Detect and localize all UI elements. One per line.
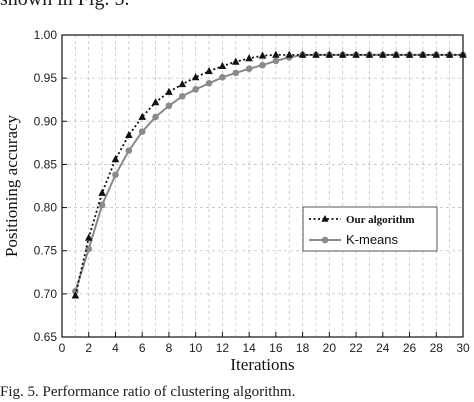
- legend-marker-triangle: [321, 215, 329, 222]
- data-point-our-algorithm: [312, 50, 320, 58]
- data-point-our-algorithm: [285, 50, 294, 58]
- legend-label-k-means: K-means: [346, 232, 399, 247]
- preceding-text: shown in Fig. 5.: [0, 0, 129, 11]
- x-tick-label: 2: [85, 341, 92, 355]
- x-tick-label: 28: [430, 341, 444, 355]
- data-point-k-means: [152, 113, 159, 121]
- gridlines: [62, 35, 463, 337]
- data-point-our-algorithm: [205, 67, 213, 75]
- series-line-our-algorithm: [74, 53, 463, 296]
- x-tick-label: 30: [456, 341, 470, 355]
- data-point-our-algorithm: [125, 130, 133, 139]
- x-tick-label: 20: [323, 341, 337, 355]
- data-point-our-algorithm: [419, 50, 427, 58]
- data-point-our-algorithm: [459, 50, 467, 58]
- y-tick-label: 0.90: [34, 114, 58, 128]
- y-tick-label: 1.00: [34, 28, 58, 42]
- x-tick-label: 10: [189, 341, 203, 355]
- data-point-our-algorithm: [392, 50, 400, 58]
- data-point-our-algorithm: [298, 50, 307, 58]
- data-point-k-means: [179, 92, 186, 100]
- series-layer: [71, 50, 467, 299]
- data-point-our-algorithm: [71, 291, 80, 299]
- x-tick-label: 24: [376, 341, 390, 355]
- series-line-k-means: [74, 53, 463, 292]
- x-tick-label: 6: [139, 341, 146, 355]
- data-point-our-algorithm: [325, 50, 334, 58]
- axis-ticks: 0.650.700.750.800.850.900.951.000 2 4 6 8 10 1…: [34, 28, 470, 355]
- y-tick-label: 0.85: [34, 157, 58, 171]
- data-point-our-algorithm: [111, 155, 120, 163]
- x-axis-title: Iterations: [230, 355, 294, 374]
- data-point-k-means: [259, 61, 266, 69]
- legend-marker-circle: [321, 236, 329, 244]
- x-tick-label: 8: [166, 341, 173, 355]
- data-point-our-algorithm: [272, 50, 280, 58]
- x-tick-label: 18: [296, 341, 310, 355]
- data-point-our-algorithm: [191, 73, 200, 81]
- data-point-our-algorithm: [151, 98, 160, 106]
- data-point-our-algorithm: [352, 50, 360, 58]
- y-tick-label: 0.75: [34, 244, 58, 258]
- legend-label-our-algorithm: Our algorithm: [346, 214, 415, 226]
- legend-box: [302, 206, 438, 252]
- data-point-k-means: [219, 73, 226, 81]
- y-tick-label: 0.65: [34, 330, 58, 344]
- data-point-our-algorithm: [165, 87, 173, 95]
- y-tick-label: 0.95: [34, 71, 58, 85]
- data-point-our-algorithm: [218, 61, 227, 70]
- data-point-our-algorithm: [258, 51, 267, 59]
- data-point-k-means: [192, 86, 199, 93]
- data-point-k-means: [112, 171, 119, 179]
- data-point-our-algorithm: [338, 50, 347, 58]
- y-axis-title: Positioning accuracy: [2, 114, 21, 257]
- data-point-our-algorithm: [432, 50, 441, 58]
- x-tick-label: 26: [403, 341, 417, 355]
- data-point-our-algorithm: [245, 54, 253, 62]
- x-tick-label: 14: [242, 341, 256, 355]
- x-tick-label: 0: [59, 341, 66, 355]
- legend: Our algorithm K-means: [302, 206, 438, 252]
- data-point-k-means: [165, 102, 173, 110]
- data-point-our-algorithm: [178, 79, 187, 88]
- data-point-k-means: [232, 69, 240, 77]
- x-tick-label: 16: [269, 341, 283, 355]
- x-tick-label: 4: [112, 341, 119, 355]
- data-point-our-algorithm: [138, 112, 146, 120]
- data-point-our-algorithm: [405, 50, 414, 58]
- y-tick-label: 0.80: [34, 201, 58, 215]
- y-tick-label: 0.70: [34, 287, 58, 301]
- data-point-k-means: [272, 57, 280, 65]
- data-point-our-algorithm: [231, 57, 240, 65]
- plot-frame: [61, 34, 464, 338]
- data-point-our-algorithm: [379, 50, 387, 58]
- data-point-our-algorithm: [84, 233, 93, 241]
- data-point-k-means: [125, 147, 133, 154]
- data-point-k-means: [98, 201, 106, 209]
- x-tick-label: 22: [349, 341, 363, 355]
- data-point-k-means: [245, 65, 253, 72]
- data-point-our-algorithm: [445, 50, 454, 58]
- figure-caption: Fig. 5. Performance ratio of clustering …: [0, 384, 296, 400]
- data-point-k-means: [205, 80, 213, 87]
- data-point-our-algorithm: [98, 188, 106, 196]
- x-tick-label: 12: [216, 341, 230, 355]
- data-point-k-means: [138, 128, 146, 135]
- data-point-our-algorithm: [365, 50, 374, 58]
